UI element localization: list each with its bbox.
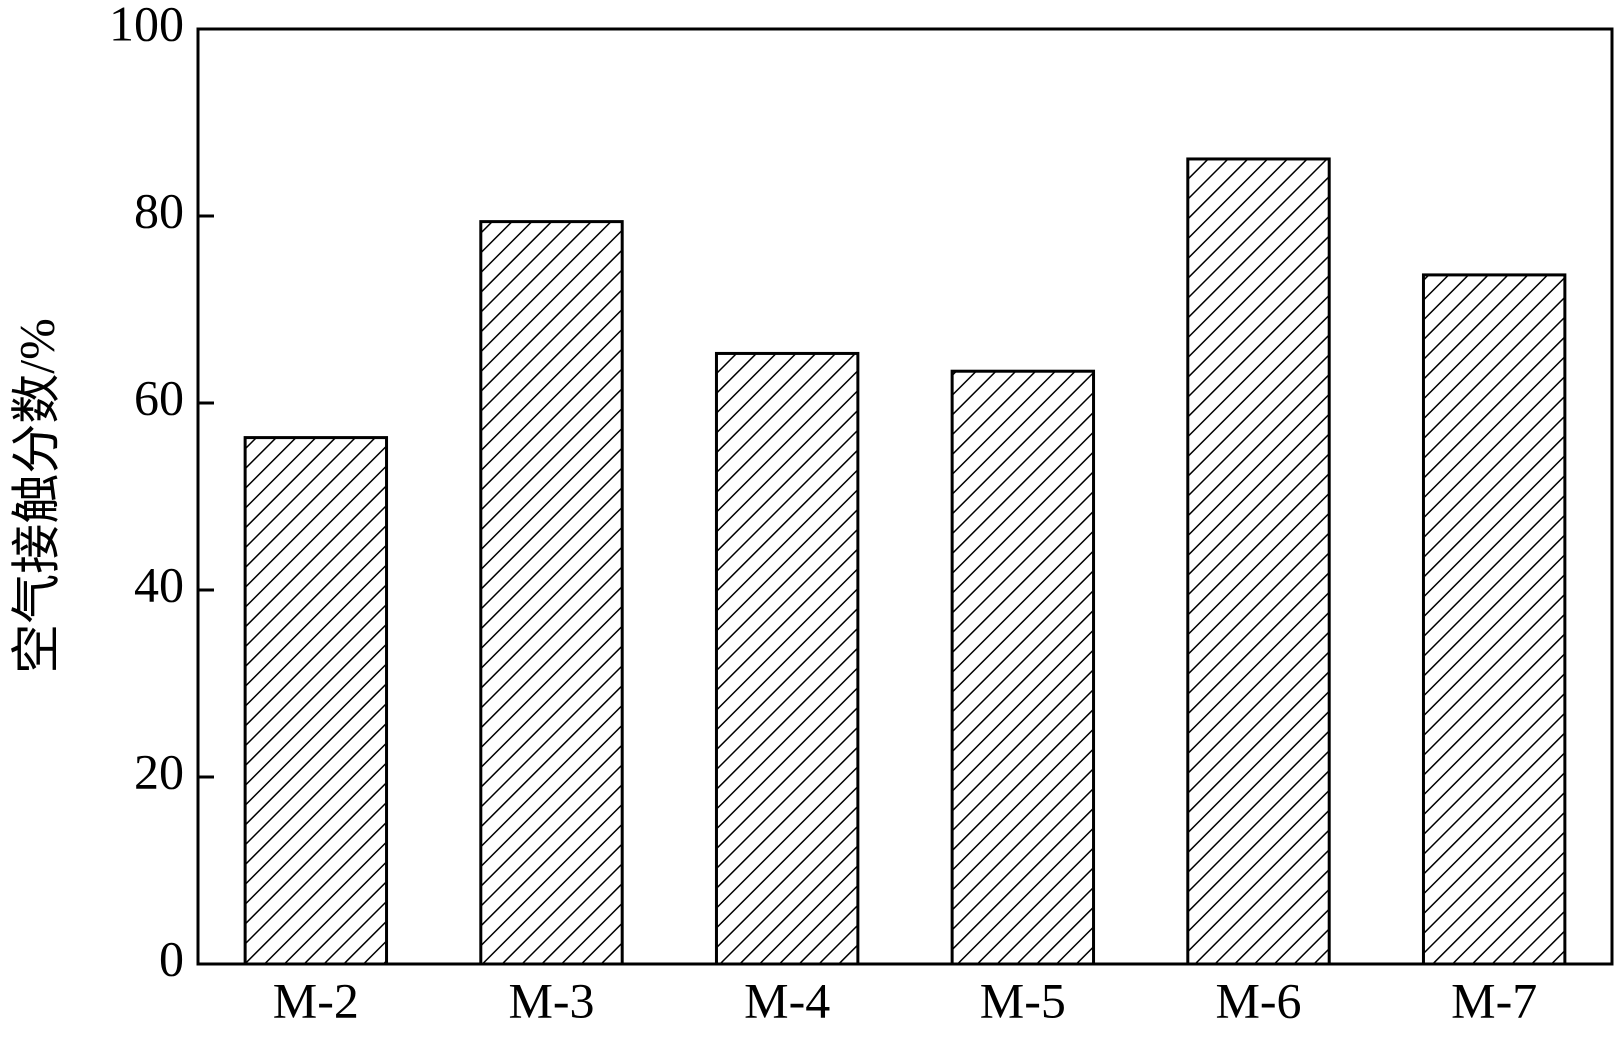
y-tick-label: 40 — [134, 556, 184, 612]
x-tick-label: M-6 — [1215, 972, 1301, 1028]
bar — [1421, 273, 1567, 966]
x-tick-label: M-4 — [744, 972, 830, 1028]
bar — [950, 369, 1096, 966]
x-tick-label: M-2 — [273, 972, 359, 1028]
bar — [479, 220, 624, 966]
y-tick-label: 0 — [159, 930, 184, 986]
y-tick-label: 60 — [134, 369, 184, 425]
x-tick-label: M-7 — [1451, 972, 1537, 1028]
y-tick-label: 100 — [109, 0, 184, 51]
plot-frame — [196, 27, 1614, 966]
bar — [1186, 157, 1331, 966]
y-tick-label: 80 — [134, 182, 184, 238]
bar — [714, 351, 860, 966]
bar — [243, 436, 389, 966]
y-tick-label: 20 — [134, 743, 184, 799]
y-axis-label: 空气接触分数/% — [8, 318, 64, 674]
x-tick-label: M-5 — [980, 972, 1066, 1028]
x-tick-label: M-3 — [508, 972, 594, 1028]
